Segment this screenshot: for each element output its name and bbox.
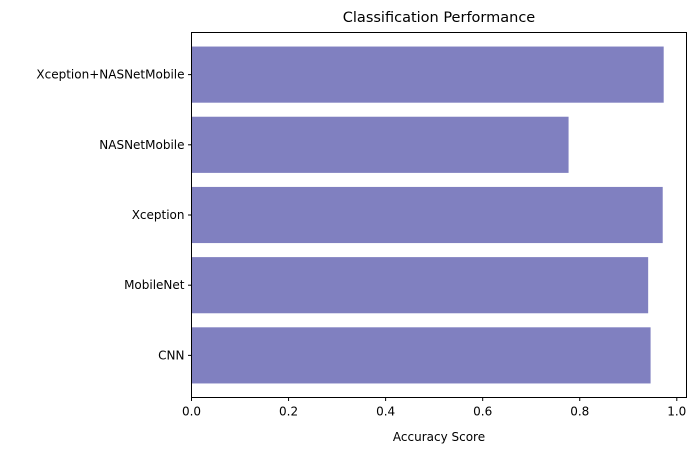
y-tick-label: NASNetMobile (99, 138, 184, 152)
y-tick-label: Xception (132, 208, 185, 222)
x-tick-label: 0.6 (473, 405, 492, 419)
bars-group (191, 46, 664, 384)
bar-cnn (191, 327, 651, 384)
bar-nasnetmobile (191, 116, 569, 173)
x-tick-label: 0.4 (376, 405, 395, 419)
chart-title: Classification Performance (343, 10, 536, 26)
y-tick-label: CNN (158, 348, 184, 362)
bar-xception (191, 186, 663, 244)
plot-frame (191, 32, 687, 398)
bar-xception-nasnetmobile (191, 46, 664, 103)
x-tick-label: 0.8 (570, 405, 589, 419)
x-axis-label: Accuracy Score (393, 430, 485, 444)
x-tick-label: 0.0 (182, 405, 201, 419)
y-tick-label: Xception+NASNetMobile (36, 68, 184, 82)
y-tick-label: MobileNet (124, 278, 185, 292)
x-tick-label: 1.0 (667, 405, 686, 419)
bar-mobilenet (191, 257, 649, 314)
x-axis-ticks: 0.0 0.2 0.4 0.6 0.8 1.0 (182, 397, 686, 419)
x-tick-label: 0.2 (279, 405, 298, 419)
y-axis-ticks: CNN MobileNet Xception NASNetMobile Xception… (36, 68, 192, 362)
